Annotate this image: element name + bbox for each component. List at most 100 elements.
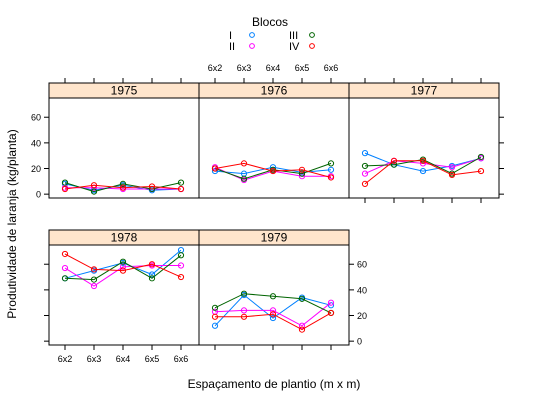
panel-1977: 1977 bbox=[348, 82, 500, 199]
series-line-1978-II bbox=[64, 265, 181, 287]
data-point-1978-III-6x3 bbox=[90, 276, 98, 283]
data-point-1976-IV-6x3 bbox=[240, 160, 248, 167]
panel-1978: 1978 bbox=[48, 229, 200, 346]
data-point-1977-I-6x2 bbox=[361, 150, 369, 157]
series-line-1976-III bbox=[214, 162, 332, 180]
x-tick-label: 6x4 bbox=[266, 63, 281, 73]
data-point-1978-IV-6x6 bbox=[177, 273, 185, 281]
data-point-1976-IV-6x2 bbox=[211, 165, 219, 172]
series-line-1975-II bbox=[65, 187, 181, 190]
strip-label-1976: 1976 bbox=[261, 84, 288, 98]
panel-1975: 1975 bbox=[48, 82, 200, 199]
data-point-1978-II-6x3 bbox=[90, 282, 98, 290]
strip-label-1975: 1975 bbox=[111, 84, 138, 98]
axes: 0 20 40 60 0 20 40 60 6x2 6x3 6x4 6x5 6x6 6x2 6x3 6x4 6x… bbox=[31, 63, 504, 364]
data-point-1976-IV-6x4 bbox=[269, 167, 277, 175]
data-point-1976-III-6x3 bbox=[240, 175, 248, 182]
y-tick-label: 0 bbox=[36, 190, 41, 200]
data-point-1978-II-6x6 bbox=[177, 262, 185, 269]
data-point-1976-I-6x6 bbox=[327, 166, 335, 173]
y-tick-label: 20 bbox=[357, 311, 367, 321]
y-tick-label: 0 bbox=[357, 337, 362, 347]
legend-label-III: III bbox=[289, 30, 298, 42]
x-tick-label: 6x6 bbox=[174, 354, 189, 364]
data-point-1979-II-6x6 bbox=[327, 299, 335, 306]
series-line-1979-III bbox=[214, 293, 332, 314]
data-point-1977-II-6x5 bbox=[448, 164, 456, 171]
series-line-1979-II bbox=[214, 302, 332, 327]
legend-marker-III bbox=[309, 32, 315, 38]
x-tick-label: 6x2 bbox=[208, 63, 223, 73]
data-point-1975-IV-6x4 bbox=[119, 184, 127, 191]
data-point-1977-III-6x3 bbox=[390, 161, 398, 168]
strip-label-1977: 1977 bbox=[411, 84, 438, 98]
data-point-1975-III-6x4 bbox=[119, 180, 127, 187]
x-tick-label: 6x2 bbox=[58, 354, 73, 364]
data-point-1977-II-6x2 bbox=[361, 170, 369, 177]
series-line-1978-IV bbox=[64, 253, 182, 278]
data-point-1978-I-6x5 bbox=[148, 271, 156, 278]
plot-area-1978 bbox=[48, 244, 200, 346]
y-tick-label: 20 bbox=[31, 164, 41, 174]
data-point-1978-II-6x2 bbox=[61, 264, 69, 272]
plot-area-1979 bbox=[198, 244, 350, 346]
data-point-1978-III-6x4 bbox=[119, 258, 127, 265]
series-line-1977-IV bbox=[364, 160, 482, 185]
data-point-1977-III-6x6 bbox=[477, 153, 485, 161]
x-tick-label: 6x4 bbox=[116, 354, 131, 364]
data-point-1977-IV-6x3 bbox=[390, 157, 398, 164]
data-point-1977-IV-6x6 bbox=[477, 167, 485, 175]
data-point-1975-III-6x3 bbox=[90, 188, 98, 195]
legend-marker-II bbox=[249, 43, 255, 49]
data-point-1975-IV-6x6 bbox=[177, 185, 185, 193]
data-point-1979-III-6x3 bbox=[240, 290, 248, 297]
legend-marker-IV bbox=[309, 43, 315, 49]
data-point-1977-IV-6x2 bbox=[361, 180, 369, 187]
series-line-1975-IV bbox=[64, 184, 182, 190]
data-point-1976-IV-6x6 bbox=[327, 174, 335, 181]
data-point-1979-II-6x3 bbox=[240, 307, 248, 314]
data-point-1979-IV-6x6 bbox=[327, 309, 335, 317]
y-tick-label: 40 bbox=[357, 285, 367, 295]
x-tick-label: 6x6 bbox=[324, 63, 339, 73]
y-tick-label: 40 bbox=[31, 138, 41, 148]
data-point-1976-IV-6x5 bbox=[298, 166, 306, 173]
strip-label-1978: 1978 bbox=[111, 231, 138, 245]
series-line-1978-I bbox=[64, 249, 182, 279]
data-point-1975-IV-6x2 bbox=[61, 185, 69, 193]
y-axis-label: Produtividade de laranja (kg/planta) bbox=[5, 129, 19, 318]
plot-area-1976 bbox=[198, 97, 350, 199]
data-point-1976-III-6x6 bbox=[327, 160, 335, 167]
data-point-1979-III-6x4 bbox=[269, 293, 277, 300]
data-point-1979-I-6x2 bbox=[211, 322, 219, 329]
data-point-1975-IV-6x5 bbox=[148, 183, 156, 190]
data-point-1978-IV-6x2 bbox=[61, 250, 69, 258]
series-line-1977-I bbox=[364, 152, 482, 172]
data-point-1979-IV-6x4 bbox=[269, 311, 277, 318]
data-point-1975-IV-6x3 bbox=[90, 182, 98, 189]
data-point-1977-IV-6x4 bbox=[419, 157, 427, 164]
x-tick-label: 6x5 bbox=[295, 63, 310, 73]
data-point-1979-III-6x5 bbox=[298, 295, 306, 302]
data-point-1977-III-6x2 bbox=[361, 162, 369, 170]
legend-label-I: I bbox=[229, 30, 232, 42]
data-point-1978-IV-6x5 bbox=[148, 261, 156, 268]
data-point-1979-II-6x4 bbox=[269, 307, 277, 314]
data-point-1978-III-6x2 bbox=[61, 275, 69, 282]
legend-label-IV: IV bbox=[289, 41, 300, 53]
x-axis-label: Espaçamento de plantio (m x m) bbox=[188, 377, 361, 391]
x-tick-label: 6x3 bbox=[87, 354, 102, 364]
legend-label-II: II bbox=[229, 41, 235, 53]
data-point-1977-I-6x4 bbox=[419, 167, 427, 175]
data-point-1975-III-6x2 bbox=[61, 179, 69, 186]
data-point-1979-IV-6x5 bbox=[298, 326, 306, 333]
data-point-1975-III-6x6 bbox=[177, 179, 185, 186]
data-point-1979-II-6x5 bbox=[298, 322, 306, 329]
panels: 1975 1976 1977 1978 1979 bbox=[48, 82, 500, 346]
series-line-1977-III bbox=[364, 156, 482, 175]
series-line-1979-IV bbox=[215, 312, 332, 331]
series-line-1976-IV bbox=[214, 162, 332, 178]
data-point-1979-IV-6x2 bbox=[211, 313, 219, 320]
strip-label-1979: 1979 bbox=[261, 231, 288, 245]
